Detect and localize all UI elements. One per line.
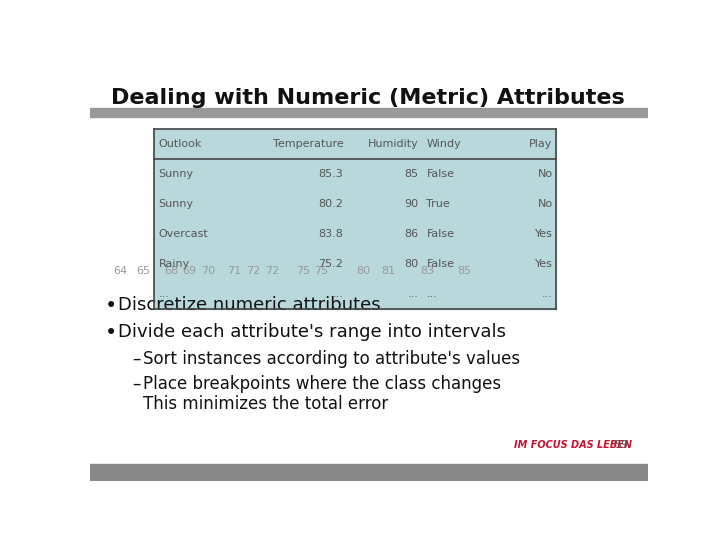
Text: Play: Play — [529, 139, 552, 149]
Text: 83.8: 83.8 — [318, 229, 343, 239]
Text: No: No — [537, 199, 552, 209]
Text: 59: 59 — [614, 440, 629, 450]
Text: Yes: Yes — [535, 229, 552, 239]
Text: 69: 69 — [182, 266, 197, 275]
Text: Sunny: Sunny — [158, 199, 194, 209]
Text: False: False — [426, 169, 454, 179]
Text: 75: 75 — [296, 266, 310, 275]
Text: –: – — [132, 375, 140, 393]
Text: Dealing with Numeric (Metric) Attributes: Dealing with Numeric (Metric) Attributes — [111, 87, 625, 107]
Bar — [90, 107, 648, 117]
Text: Overcast: Overcast — [158, 229, 208, 239]
Text: 86: 86 — [405, 229, 418, 239]
Text: Humidity: Humidity — [368, 139, 418, 149]
Text: 64: 64 — [114, 266, 127, 275]
Text: 85: 85 — [405, 169, 418, 179]
Text: This minimizes the total error: This minimizes the total error — [143, 395, 388, 413]
Text: Yes: Yes — [535, 259, 552, 269]
Text: False: False — [426, 229, 454, 239]
Text: Sunny: Sunny — [158, 169, 194, 179]
Text: 70: 70 — [201, 266, 215, 275]
Text: ...: ... — [541, 289, 552, 299]
Text: 80: 80 — [405, 259, 418, 269]
Text: Outlook: Outlook — [158, 139, 202, 149]
Text: False: False — [426, 259, 454, 269]
Text: 80.2: 80.2 — [318, 199, 343, 209]
Text: IM FOCUS DAS LEBEN: IM FOCUS DAS LEBEN — [514, 440, 632, 450]
Text: True: True — [426, 199, 450, 209]
Text: 81: 81 — [382, 266, 395, 275]
Bar — [154, 129, 556, 309]
Text: ...: ... — [426, 289, 437, 299]
Text: ...: ... — [333, 289, 343, 299]
Text: Discretize numeric attributes: Discretize numeric attributes — [118, 295, 381, 314]
Text: 71: 71 — [227, 266, 241, 275]
Text: –: – — [132, 349, 140, 368]
Text: 85: 85 — [456, 266, 471, 275]
Text: 75: 75 — [315, 266, 328, 275]
Text: 75.2: 75.2 — [318, 259, 343, 269]
Text: 65: 65 — [136, 266, 150, 275]
Text: •: • — [105, 295, 117, 315]
Text: Place breakpoints where the class changes: Place breakpoints where the class change… — [143, 375, 501, 393]
Bar — [90, 464, 648, 481]
Text: Sort instances according to attribute's values: Sort instances according to attribute's … — [143, 349, 520, 368]
Text: Temperature: Temperature — [273, 139, 343, 149]
Text: 85.3: 85.3 — [318, 169, 343, 179]
Text: ...: ... — [408, 289, 418, 299]
Text: Rainy: Rainy — [158, 259, 190, 269]
Text: Windy: Windy — [426, 139, 462, 149]
Text: 68: 68 — [164, 266, 178, 275]
Text: •: • — [105, 322, 117, 342]
Text: Divide each attribute's range into intervals: Divide each attribute's range into inter… — [118, 322, 506, 341]
Text: No: No — [537, 169, 552, 179]
Text: 90: 90 — [405, 199, 418, 209]
Text: 72: 72 — [246, 266, 260, 275]
Text: 72: 72 — [266, 266, 279, 275]
Text: 80: 80 — [356, 266, 371, 275]
Text: 83: 83 — [420, 266, 435, 275]
Text: ...: ... — [158, 289, 169, 299]
